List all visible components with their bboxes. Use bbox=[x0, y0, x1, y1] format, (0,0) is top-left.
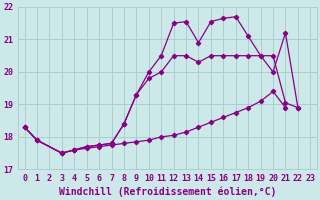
X-axis label: Windchill (Refroidissement éolien,°C): Windchill (Refroidissement éolien,°C) bbox=[59, 186, 276, 197]
